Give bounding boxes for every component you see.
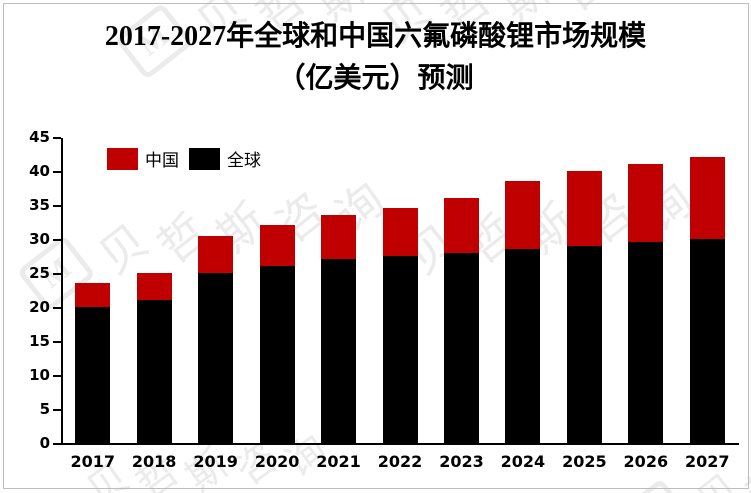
legend-swatch-global <box>189 147 220 170</box>
bar-segment-china-2027 <box>689 157 725 239</box>
x-tick-label-2017: 2017 <box>70 452 115 471</box>
y-tick-label: 25 <box>29 264 50 282</box>
y-tick-label: 5 <box>39 400 50 418</box>
x-tick-label-2019: 2019 <box>193 452 238 471</box>
bar-segment-china-2023 <box>443 198 479 253</box>
y-tick-label: 45 <box>29 128 50 146</box>
y-tick-mark <box>53 239 61 241</box>
chart-title-line1: 2017-2027年全球和中国六氟磷酸锂市场规模 <box>104 21 647 52</box>
bar-segment-china-2026 <box>628 164 664 243</box>
bar-2020 <box>259 225 295 443</box>
x-tick-label-2023: 2023 <box>439 452 484 471</box>
y-tick-mark <box>53 341 61 343</box>
bar-2024 <box>505 181 541 443</box>
bar-segment-global-2022 <box>382 256 418 443</box>
bar-segment-global-2021 <box>321 259 357 443</box>
bar-2018 <box>136 273 172 443</box>
bar-segment-china-2018 <box>136 273 172 301</box>
bar-segment-global-2023 <box>443 252 479 443</box>
y-tick-mark <box>53 273 61 275</box>
y-tick-label: 15 <box>29 332 50 350</box>
x-tick-label-2021: 2021 <box>316 452 361 471</box>
y-tick-label: 10 <box>29 366 50 384</box>
plot-area <box>62 138 738 443</box>
y-tick-mark <box>53 307 61 309</box>
y-tick-mark <box>53 205 61 207</box>
bar-segment-china-2020 <box>259 225 295 267</box>
bar-segment-china-2022 <box>382 208 418 256</box>
y-tick-mark <box>53 171 61 173</box>
x-tick-label-2025: 2025 <box>562 452 607 471</box>
x-tick-label-2026: 2026 <box>623 452 669 471</box>
y-tick-label: 40 <box>29 162 50 180</box>
y-tick-mark <box>53 409 61 411</box>
watermark-character: 询 <box>603 0 680 14</box>
bar-2026 <box>628 164 664 443</box>
bar-2022 <box>382 208 418 443</box>
bar-segment-china-2021 <box>321 215 357 260</box>
bar-segment-global-2020 <box>259 266 295 443</box>
x-tick-label-2027: 2027 <box>685 452 730 471</box>
legend-swatch-china <box>107 147 138 170</box>
y-tick-mark <box>53 375 61 377</box>
x-tick-label-2018: 2018 <box>131 452 177 471</box>
bar-segment-global-2017 <box>75 307 111 443</box>
x-axis-line <box>61 443 739 445</box>
bar-segment-china-2025 <box>566 171 602 246</box>
bar-segment-global-2018 <box>136 300 172 443</box>
bar-segment-global-2025 <box>566 245 602 443</box>
y-tick-mark <box>53 443 61 445</box>
bar-segment-china-2019 <box>198 235 234 273</box>
bar-segment-china-2017 <box>75 283 111 307</box>
legend: 中国 全球 <box>107 146 271 171</box>
bar-2017 <box>75 283 111 443</box>
y-tick-label: 0 <box>39 434 50 452</box>
y-tick-label: 20 <box>29 298 50 316</box>
x-tick-label-2020: 2020 <box>254 452 300 471</box>
y-tick-label: 30 <box>29 230 50 248</box>
y-axis-labels: 0 5 10 15 20 25 30 35 40 45 <box>10 128 50 452</box>
y-axis-line <box>61 138 63 444</box>
y-tick-mark <box>53 137 61 139</box>
bar-2025 <box>566 171 602 443</box>
x-tick-label-2024: 2024 <box>500 452 546 471</box>
bar-2027 <box>689 157 725 443</box>
bar-2021 <box>321 215 357 443</box>
bar-segment-global-2024 <box>505 249 541 443</box>
bar-2019 <box>198 235 234 443</box>
chart-title: 2017-2027年全球和中国六氟磷酸锂市场规模 （亿美元）预测 <box>0 16 751 100</box>
bar-2023 <box>443 198 479 443</box>
x-tick-label-2022: 2022 <box>377 452 423 471</box>
y-axis-ticks <box>53 137 61 445</box>
legend-label-china: 中国 <box>145 151 179 170</box>
bar-segment-global-2019 <box>198 273 234 443</box>
bar-segment-global-2027 <box>689 239 725 443</box>
chart-title-line2: （亿美元）预测 <box>277 63 474 94</box>
legend-label-global: 全球 <box>227 151 261 170</box>
x-axis-labels: 2017 2018 2019 2020 2021 2022 2023 2024 2025 2026… <box>62 452 738 474</box>
bar-segment-global-2026 <box>628 242 664 443</box>
y-tick-label: 35 <box>29 196 50 214</box>
bar-segment-china-2024 <box>505 181 541 250</box>
watermark-logo-icon: M <box>613 478 694 493</box>
